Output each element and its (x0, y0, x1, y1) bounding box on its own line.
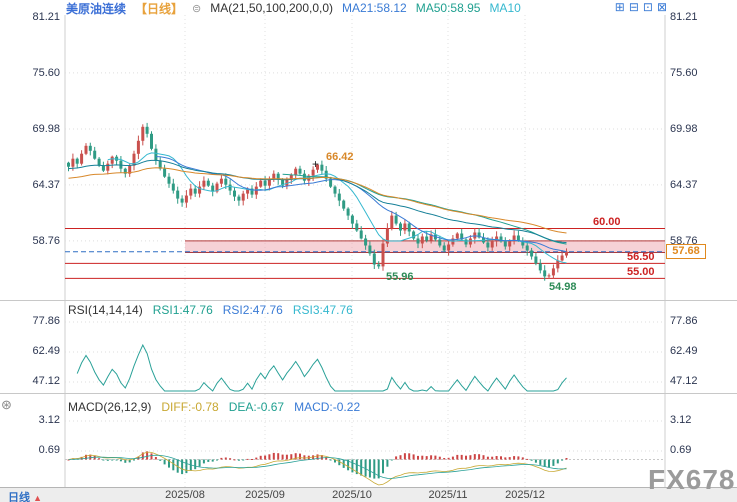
layout-grid-icon[interactable]: ⊞ (614, 0, 625, 14)
x-axis-date-4: 2025/12 (505, 489, 545, 501)
swing-low-label-dec: 54.98 (549, 281, 577, 293)
ma50-readout: MA50:58.95 (415, 1, 481, 15)
y-axis-label-left-4: 58.76 (32, 235, 60, 247)
macd-axis-right-0: 3.12 (670, 414, 692, 426)
swing-high-label: 66.42 (326, 151, 354, 163)
y-axis-label-right-3: 64.37 (670, 179, 698, 191)
layout-single-icon[interactable]: ⊡ (642, 0, 653, 14)
rsi-axis-left-2: 47.12 (32, 375, 60, 387)
y-axis-label-left-2: 69.98 (32, 123, 60, 135)
y-axis-label-left-3: 64.37 (32, 179, 60, 191)
current-price-tag: 57.68 (666, 244, 706, 259)
layout-quad-icon[interactable]: ⊠ (656, 0, 667, 14)
macd-pane-canvas[interactable] (0, 393, 737, 488)
level-label-5650: 56.50 (627, 251, 655, 263)
ma-settings-label: MA(21,50,100,200,0,0) (210, 1, 333, 15)
macd-bar-readout: MACD:-0.22 (294, 400, 361, 414)
y-axis-label-left-0: 81.21 (32, 11, 60, 23)
ma10-readout: MA10 (489, 1, 521, 15)
rsi2-readout: RSI2:47.76 (222, 303, 283, 317)
main-price-chart-canvas[interactable] (0, 15, 737, 300)
y-axis-label-right-1: 75.60 (670, 67, 698, 79)
timeframe-label: 日线 (8, 492, 30, 502)
rsi-axis-right-1: 62.49 (670, 345, 698, 357)
swing-low-label-oct: 55.96 (386, 271, 414, 283)
x-axis-date-3: 2025/11 (428, 489, 468, 501)
macd-header: MACD(26,12,9) DIFF:-0.78 DEA:-0.67 MACD:… (68, 400, 360, 414)
macd-dea-readout: DEA:-0.67 (228, 400, 285, 414)
rsi-pane-canvas[interactable] (0, 300, 737, 394)
y-axis-label-right-2: 69.98 (670, 123, 698, 135)
layout-hsplit-icon[interactable]: ⊟ (628, 0, 639, 14)
timeframe-up-arrow-icon: ▲ (33, 493, 42, 502)
level-label-60: 60.00 (593, 216, 621, 228)
layout-icon-group: ⊞ ⊟ ⊡ ⊠ (615, 1, 667, 14)
chart-header: 美原油连续 【日线】 ⊜ MA(21,50,100,200,0,0) MA21:… (66, 0, 521, 16)
rsi-axis-right-2: 47.12 (670, 375, 698, 387)
x-axis-date-2: 2025/10 (332, 489, 372, 501)
indicator-settings-icon[interactable]: ⊜ (192, 2, 202, 15)
swing-high-marker-icon: + (312, 157, 320, 171)
symbol-title: 美原油连续 (66, 1, 127, 16)
ma21-readout: MA21:58.12 (342, 1, 407, 15)
rsi-settings-label: RSI(14,14,14) (68, 303, 143, 317)
macd-diff-readout: DIFF:-0.78 (161, 400, 219, 414)
level-label-5500: 55.00 (627, 266, 655, 278)
drawing-tool-icon[interactable]: ⊛ (1, 397, 12, 412)
period-tag: 【日线】 (135, 1, 184, 16)
y-axis-label-left-1: 75.60 (32, 67, 60, 79)
rsi-header: RSI(14,14,14) RSI1:47.76 RSI2:47.76 RSI3… (68, 303, 353, 317)
x-axis-strip (0, 487, 737, 502)
rsi-axis-left-1: 62.49 (32, 345, 60, 357)
macd-axis-left-0: 3.12 (38, 414, 60, 426)
macd-axis-right-1: 0.69 (670, 444, 692, 456)
y-axis-label-right-0: 81.21 (670, 11, 698, 23)
macd-axis-left-1: 0.69 (38, 444, 60, 456)
rsi-axis-left-0: 77.86 (32, 315, 60, 327)
rsi1-readout: RSI1:47.76 (152, 303, 213, 317)
macd-settings-label: MACD(26,12,9) (68, 400, 152, 414)
timeframe-tab[interactable]: 日线 ▲ (8, 489, 42, 502)
watermark: FX678 (648, 464, 736, 495)
x-axis-date-0: 2025/08 (165, 489, 205, 501)
x-axis-date-1: 2025/09 (245, 489, 285, 501)
rsi-axis-right-0: 77.86 (670, 315, 698, 327)
rsi3-readout: RSI3:47.76 (292, 303, 353, 317)
